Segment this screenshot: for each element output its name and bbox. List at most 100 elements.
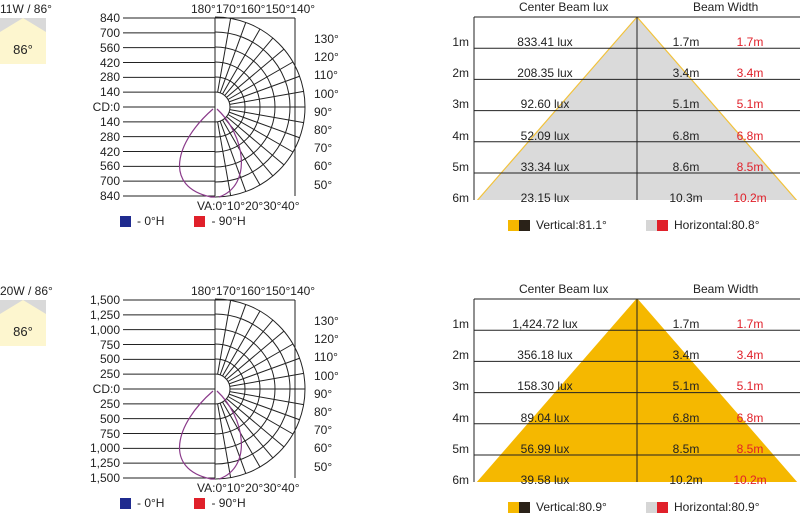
side-angle-label: 90°: [314, 386, 333, 401]
polar-spoke: [219, 402, 247, 474]
legend-label-90h: - 90°H: [211, 496, 246, 510]
side-angle-label: 110°: [314, 350, 338, 365]
polar-spoke: [226, 330, 285, 380]
side-angle-label: 130°: [314, 32, 339, 46]
intensity-tick-label: 560: [99, 40, 120, 55]
polar-spoke: [229, 391, 304, 406]
side-angle-label: 100°: [314, 368, 339, 383]
row-center-lux: 1,424.72 lux: [512, 317, 578, 331]
polar-spoke: [226, 116, 285, 166]
polar-diagram: [123, 16, 306, 198]
row-width-vertical: 5.1m: [672, 379, 700, 394]
side-angle-label: 60°: [314, 441, 333, 456]
row-center-lux: 52.09 lux: [520, 128, 570, 143]
side-angle-label: 90°: [314, 104, 333, 119]
side-angle-label: 70°: [314, 423, 333, 438]
polar-ring: [214, 91, 231, 123]
polar-spoke: [227, 114, 294, 153]
row-width-horizontal: 10.2m: [733, 473, 767, 487]
row-distance: 3m: [452, 379, 469, 394]
row-width-vertical: 3.4m: [672, 348, 700, 363]
polar-spoke: [228, 357, 300, 385]
intensity-tick-label: 840: [99, 189, 120, 203]
row-width-vertical: 8.6m: [672, 159, 700, 174]
row-width-vertical: 10.2m: [669, 473, 703, 487]
legend-label-90h: - 90°H: [211, 214, 246, 228]
intensity-tick-label: 1,000: [89, 322, 120, 337]
intensity-tick-label: 420: [99, 55, 120, 70]
vertical-swatch-yellow: [508, 219, 519, 231]
intensity-tick-label: CD:0: [92, 100, 120, 114]
row-width-horizontal: 1.7m: [736, 35, 764, 49]
curve-90h: [216, 108, 242, 198]
polar-spoke: [224, 118, 274, 177]
intensity-tick-label: 1,250: [89, 456, 120, 471]
row-distance: 1m: [452, 35, 469, 49]
row-center-lux: 89.04 lux: [520, 410, 570, 425]
intensity-tick-label: 840: [99, 11, 120, 25]
polar-diagram: [123, 298, 306, 480]
horizontal-swatch-red: [657, 219, 668, 231]
row-width-horizontal: 6.8m: [736, 128, 764, 143]
polar-spoke: [222, 310, 261, 377]
vertical-angle-text: Vertical:81.1°: [536, 218, 607, 232]
row-width-horizontal: 5.1m: [736, 379, 764, 394]
intensity-tick-label: 1,000: [89, 441, 120, 456]
bottom-angle-labels: VA:0°10°20°30°40°: [197, 481, 300, 495]
panel-title: 20W / 86°: [0, 284, 53, 298]
row-distance: 2m: [452, 66, 469, 81]
polar-ring: [214, 373, 231, 405]
polar-spoke: [217, 300, 232, 375]
polar-spoke: [217, 403, 232, 478]
vertical-swatch-dark: [519, 501, 530, 513]
polar-spoke: [224, 400, 274, 459]
legend-label-0h: - 0°H: [137, 496, 165, 510]
beam-cone-icon: [0, 18, 46, 32]
row-center-lux: 208.35 lux: [517, 66, 573, 81]
polar-spoke: [226, 48, 285, 98]
row-width-vertical: 1.7m: [672, 35, 700, 49]
beam-table-graphic: [473, 16, 800, 200]
side-angle-label: 100°: [314, 86, 339, 101]
intensity-tick-label: 750: [99, 337, 120, 352]
curve-90h: [216, 390, 242, 480]
polar-spoke: [227, 343, 294, 382]
polar-spoke: [217, 121, 232, 196]
row-width-vertical: 6.8m: [672, 410, 700, 425]
side-angle-label: 80°: [314, 123, 333, 137]
polar-spoke: [227, 396, 294, 435]
polar-spoke: [227, 61, 294, 100]
polar-spoke: [224, 37, 274, 96]
row-width-vertical: 6.8m: [672, 128, 700, 143]
intensity-tick-label: 280: [99, 70, 120, 85]
polar-spoke: [229, 90, 304, 105]
legend-label-0h: - 0°H: [137, 214, 165, 228]
row-width-vertical: 10.3m: [669, 191, 703, 205]
row-width-horizontal: 10.2m: [733, 191, 767, 205]
vertical-angle-legend: Vertical:81.1°: [508, 218, 607, 232]
row-width-vertical: 5.1m: [672, 97, 700, 112]
beam-table-graphic: [473, 298, 800, 482]
header-beam-width: Beam Width: [693, 0, 759, 14]
row-distance: 6m: [452, 473, 469, 487]
side-angle-label: 70°: [314, 141, 333, 156]
row-center-lux: 23.15 lux: [520, 191, 570, 205]
intensity-tick-label: 250: [99, 367, 120, 382]
row-center-lux: 56.99 lux: [520, 441, 570, 456]
polar-spoke: [229, 372, 304, 387]
horizontal-angle-legend: Horizontal:80.8°: [646, 218, 760, 232]
polar-spoke: [219, 120, 247, 192]
side-angle-label: 80°: [314, 405, 333, 419]
beam-cone-icon: [0, 300, 46, 314]
polar-spoke: [226, 398, 285, 448]
row-width-horizontal: 8.5m: [736, 441, 764, 456]
intensity-tick-label: 700: [99, 25, 120, 40]
intensity-tick-label: 560: [99, 159, 120, 174]
beam-angle-icon: 86°: [0, 18, 46, 64]
side-angle-label: 120°: [314, 332, 339, 347]
intensity-tick-label: 140: [99, 85, 120, 100]
intensity-tick-label: 140: [99, 114, 120, 129]
side-angle-label: 110°: [314, 68, 338, 83]
polar-spoke: [217, 18, 232, 93]
intensity-tick-label: 1,250: [89, 307, 120, 322]
